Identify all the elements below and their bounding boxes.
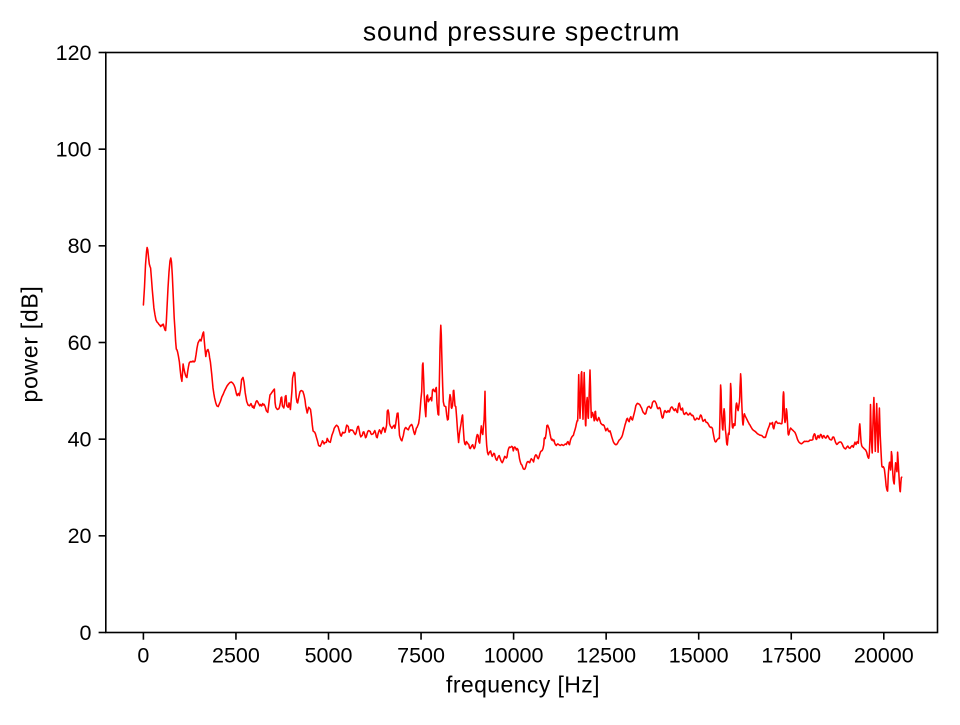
svg-text:17500: 17500: [761, 644, 821, 668]
svg-text:7500: 7500: [397, 644, 445, 668]
svg-text:80: 80: [68, 234, 92, 258]
svg-text:sound pressure spectrum: sound pressure spectrum: [363, 16, 680, 46]
svg-text:frequency [Hz]: frequency [Hz]: [446, 672, 600, 698]
svg-text:5000: 5000: [305, 644, 353, 668]
svg-text:power [dB]: power [dB]: [17, 286, 43, 403]
svg-text:20: 20: [68, 524, 92, 548]
svg-text:2500: 2500: [212, 644, 260, 668]
svg-text:12500: 12500: [576, 644, 636, 668]
svg-text:15000: 15000: [669, 644, 729, 668]
svg-text:120: 120: [56, 41, 92, 65]
svg-text:20000: 20000: [854, 644, 914, 668]
svg-text:100: 100: [56, 137, 92, 161]
svg-text:10000: 10000: [484, 644, 544, 668]
svg-text:40: 40: [68, 427, 92, 451]
svg-text:0: 0: [137, 644, 149, 668]
svg-text:0: 0: [80, 621, 92, 645]
svg-text:60: 60: [68, 331, 92, 355]
